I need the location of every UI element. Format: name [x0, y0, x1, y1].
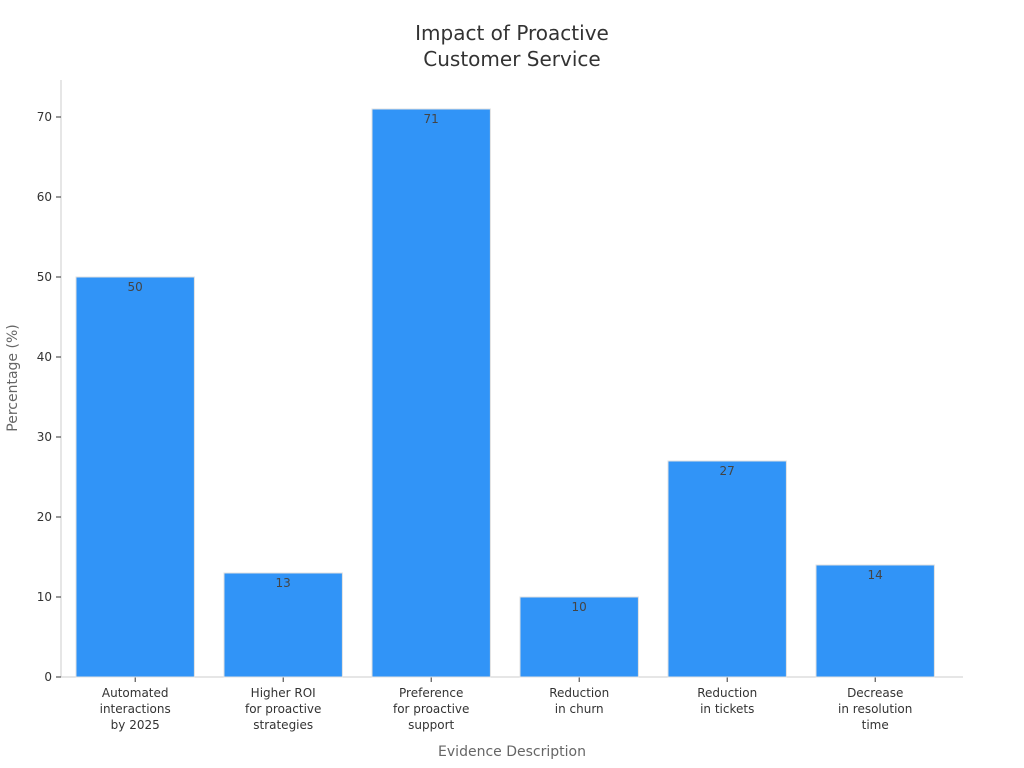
x-tick-label: for proactive	[245, 702, 321, 716]
y-tick-label: 40	[37, 350, 52, 364]
bar	[75, 276, 195, 678]
bar	[815, 564, 935, 678]
x-tick-label: by 2025	[111, 718, 160, 732]
y-tick-label: 70	[37, 110, 52, 124]
bar-value-label: 27	[720, 464, 735, 478]
x-tick-label: in resolution	[838, 702, 912, 716]
bar	[223, 572, 343, 678]
data-labels: 50 13 71 10 27 14	[128, 112, 883, 614]
bar	[667, 460, 787, 678]
y-tick-label: 60	[37, 190, 52, 204]
y-tick-label: 10	[37, 590, 52, 604]
x-tick-label: Preference	[399, 686, 463, 700]
x-tick-label: Reduction	[549, 686, 609, 700]
y-axis-label: Percentage (%)	[5, 324, 21, 431]
x-tick-label: in churn	[555, 702, 604, 716]
x-tick-label: strategies	[253, 718, 313, 732]
x-tick-label: in tickets	[700, 702, 754, 716]
x-tick-label: support	[408, 718, 454, 732]
bar-value-label: 10	[572, 600, 587, 614]
x-tick-label: Reduction	[697, 686, 757, 700]
bar-value-label: 50	[128, 280, 143, 294]
bar-value-label: 14	[868, 568, 883, 582]
y-tick-label: 50	[37, 270, 52, 284]
x-tick-label: interactions	[100, 702, 171, 716]
y-axis: 0 10 20 30 40 50 60 70	[37, 80, 62, 684]
bar-value-label: 13	[276, 576, 291, 590]
bar	[519, 596, 639, 678]
y-tick-label: 0	[44, 670, 52, 684]
x-axis: Automated interactions by 2025 Higher ROI fo…	[61, 676, 963, 732]
x-tick-label: Decrease	[847, 686, 903, 700]
x-tick-label: Higher ROI	[251, 686, 316, 700]
bars	[75, 108, 935, 678]
x-tick-label: for proactive	[393, 702, 469, 716]
chart-title-line: Customer Service	[423, 47, 600, 71]
y-tick-label: 30	[37, 430, 52, 444]
bar	[371, 108, 491, 678]
bar-value-label: 71	[424, 112, 439, 126]
chart-title-line: Impact of Proactive	[415, 21, 609, 45]
x-tick-label: Automated	[102, 686, 169, 700]
x-tick-label: time	[862, 718, 889, 732]
y-tick-label: 20	[37, 510, 52, 524]
x-axis-label: Evidence Description	[438, 744, 586, 760]
